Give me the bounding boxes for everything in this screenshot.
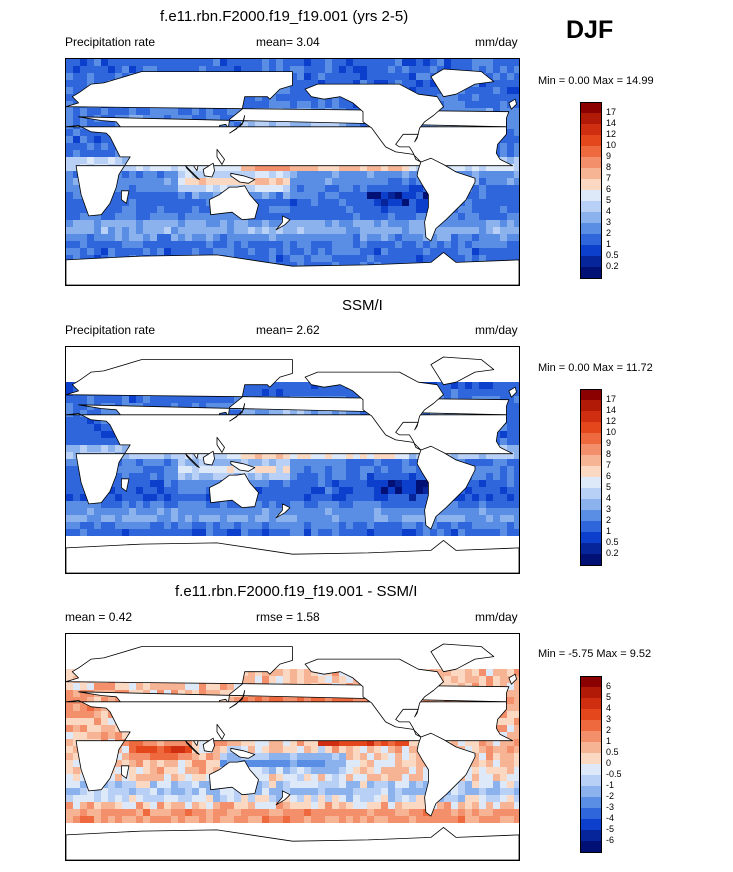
colorbar-tick-label: 4 [606, 703, 612, 713]
colorbar-tick-label: -0.5 [606, 769, 622, 779]
colorbar-tick-label: 0.2 [606, 261, 619, 271]
panel1-units-label: mm/day [475, 35, 518, 49]
colorbar-tick-label: 8 [606, 162, 612, 172]
colorbar-tick-label: 6 [606, 184, 612, 194]
colorbar-tick-label: 2 [606, 228, 612, 238]
colorbar-tick-label: 3 [606, 714, 612, 724]
colorbar-tick-label: 0.5 [606, 747, 619, 757]
coastline [66, 643, 519, 860]
colorbar-tick-label: 9 [606, 151, 612, 161]
colorbar-tick-label: 2 [606, 725, 612, 735]
colorbar-tick-label: 14 [606, 405, 617, 415]
colorbar-tick-label: 0.2 [606, 548, 619, 558]
panel2-units-label: mm/day [475, 323, 518, 337]
panel3-rmse-label: rmse = 1.58 [256, 610, 320, 624]
colorbar-tick-label: 9 [606, 438, 612, 448]
colorbar-tick-label: 0 [606, 758, 612, 768]
panel3-map [65, 633, 520, 861]
colorbar-tick-label: 10 [606, 140, 617, 150]
colorbar-swatch [580, 841, 602, 853]
colorbar-tick-label: 3 [606, 217, 612, 227]
panel2-map [65, 346, 520, 574]
colorbar-tick-label: 0.5 [606, 250, 619, 260]
colorbar-tick-label: 4 [606, 206, 612, 216]
coastline [66, 68, 519, 285]
panel2-mean-label: mean= 2.62 [256, 323, 320, 337]
colorbar-tick-label: 6 [606, 681, 612, 691]
colorbar-tick-label: -2 [606, 791, 615, 801]
colorbar-tick-label: -4 [606, 813, 615, 823]
panel3-minmax: Min = -5.75 Max = 9.52 [538, 648, 652, 660]
colorbar-tick-label: 17 [606, 107, 617, 117]
panel2-title: SSM/I [342, 297, 383, 314]
colorbar-tick-label: 10 [606, 427, 617, 437]
panel1-minmax: Min = 0.00 Max = 14.99 [538, 75, 654, 87]
colorbar-tick-label: 8 [606, 449, 612, 459]
panel3-title: f.e11.rbn.F2000.f19_f19.001 - SSM/I [175, 583, 418, 600]
panel1-variable-label: Precipitation rate [65, 35, 156, 49]
colorbar-swatch [580, 554, 602, 566]
colorbar-tick-label: -6 [606, 835, 615, 845]
colorbar-tick-label: 7 [606, 460, 612, 470]
colorbar-tick-label: 1 [606, 526, 612, 536]
colorbar-tick-label: 12 [606, 416, 617, 426]
panel1-map [65, 58, 520, 286]
panel2-minmax: Min = 0.00 Max = 11.72 [538, 362, 653, 374]
colorbar-tick-label: 2 [606, 515, 612, 525]
colorbar-tick-label: 6 [606, 471, 612, 481]
panel3-mean-label: mean = 0.42 [65, 610, 133, 624]
colorbar-tick-label: 3 [606, 504, 612, 514]
colorbar-tick-label: -5 [606, 824, 615, 834]
colorbar-tick-label: -1 [606, 780, 615, 790]
panel1-title: f.e11.rbn.F2000.f19_f19.001 (yrs 2-5) [160, 8, 409, 25]
season-label: DJF [566, 16, 614, 44]
panel3-units-label: mm/day [475, 610, 518, 624]
colorbar-tick-label: 17 [606, 394, 617, 404]
colorbar-tick-label: -3 [606, 802, 615, 812]
colorbar-tick-label: 12 [606, 129, 617, 139]
colorbar-tick-label: 1 [606, 239, 612, 249]
colorbar-tick-label: 0.5 [606, 537, 619, 547]
colorbar-swatch [580, 267, 602, 279]
colorbar-tick-label: 5 [606, 482, 612, 492]
colorbar-tick-label: 5 [606, 195, 612, 205]
coastline [66, 356, 519, 573]
colorbar-tick-label: 14 [606, 118, 617, 128]
colorbar-tick-label: 7 [606, 173, 612, 183]
colorbar-tick-label: 4 [606, 493, 612, 503]
panel2-variable-label: Precipitation rate [65, 323, 156, 337]
panel1-mean-label: mean= 3.04 [256, 35, 320, 49]
colorbar-tick-label: 1 [606, 736, 612, 746]
colorbar-tick-label: 5 [606, 692, 612, 702]
